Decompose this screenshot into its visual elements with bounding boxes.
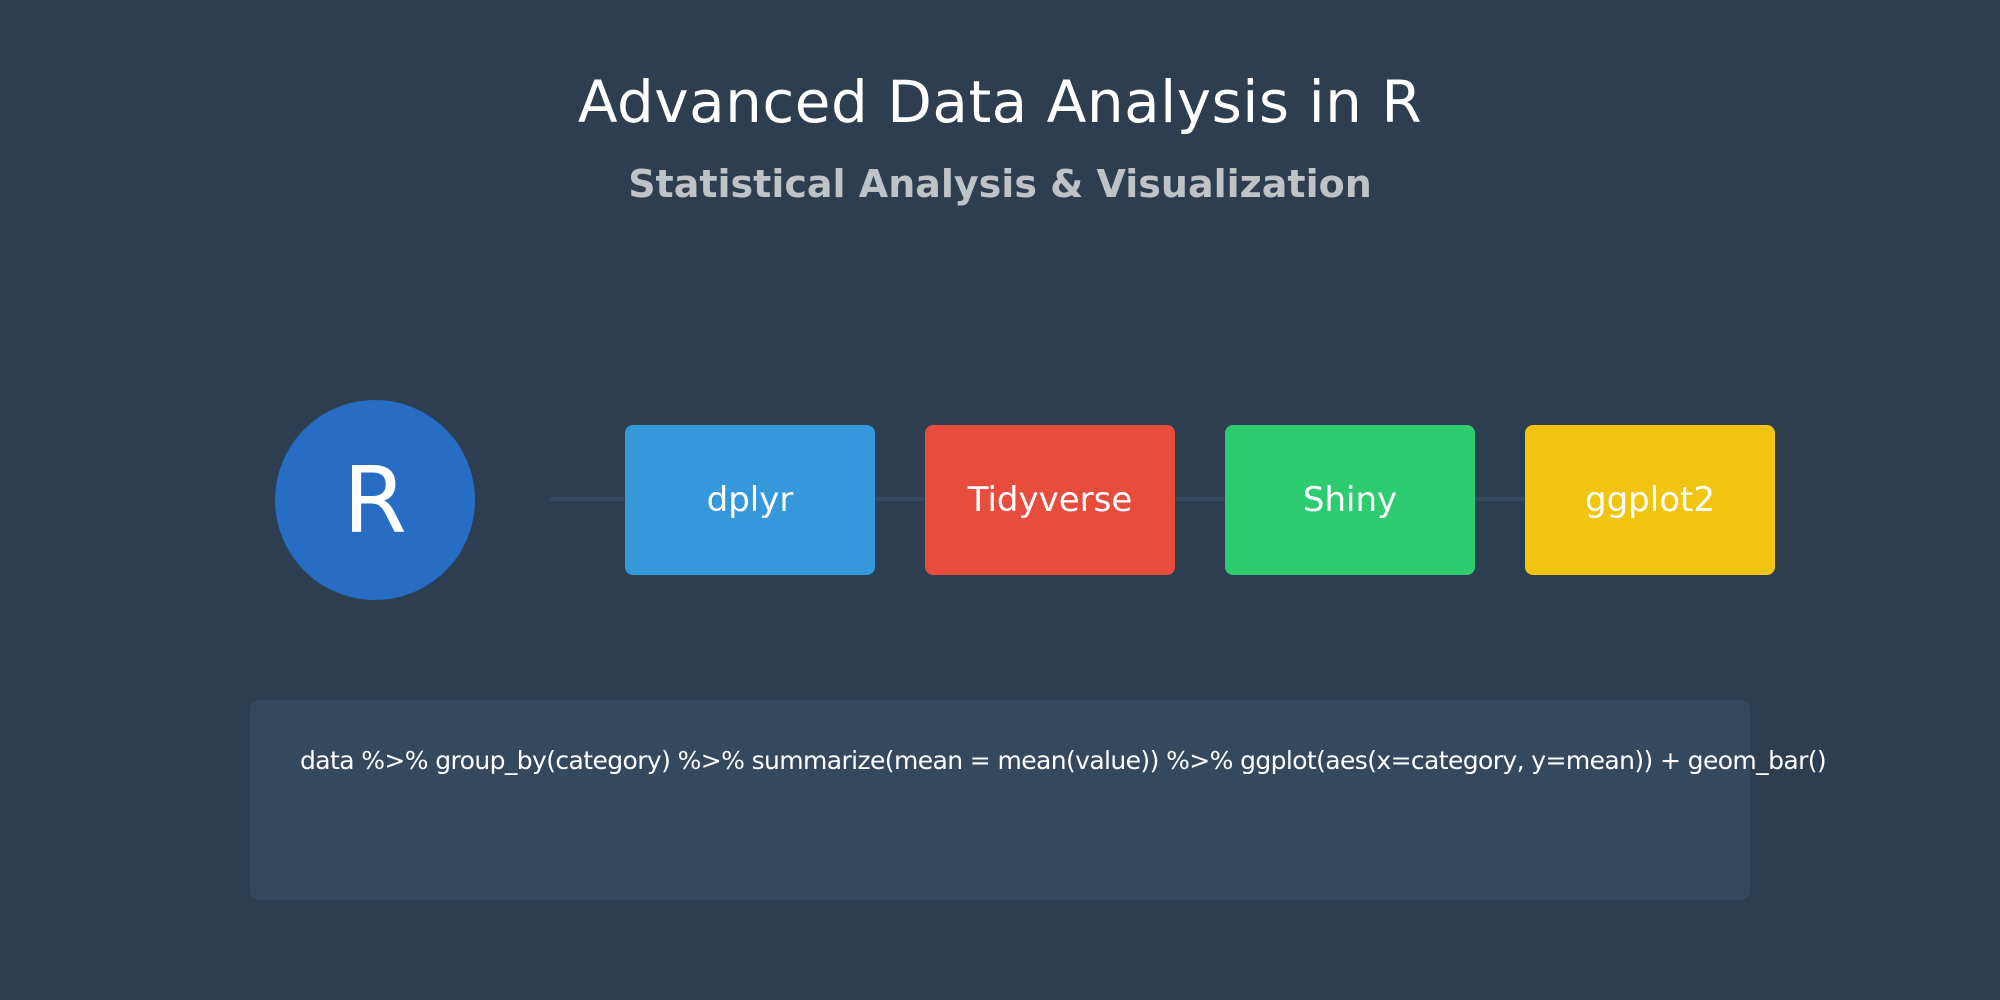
- package-label: ggplot2: [1585, 480, 1715, 520]
- r-logo-letter: R: [343, 446, 407, 554]
- r-logo: R: [275, 400, 475, 600]
- code-snippet: data %>% group_by(category) %>% summariz…: [300, 746, 1827, 775]
- package-box-ggplot2: ggplot2: [1525, 425, 1775, 575]
- page-title: Advanced Data Analysis in R: [577, 68, 1423, 136]
- page-subtitle: Statistical Analysis & Visualization: [628, 162, 1372, 206]
- package-label: Tidyverse: [967, 480, 1133, 520]
- package-label: dplyr: [706, 480, 794, 520]
- package-box-dplyr: dplyr: [625, 425, 875, 575]
- package-box-tidyverse: Tidyverse: [925, 425, 1175, 575]
- code-panel: [250, 700, 1750, 900]
- package-box-shiny: Shiny: [1225, 425, 1475, 575]
- package-label: Shiny: [1302, 480, 1398, 520]
